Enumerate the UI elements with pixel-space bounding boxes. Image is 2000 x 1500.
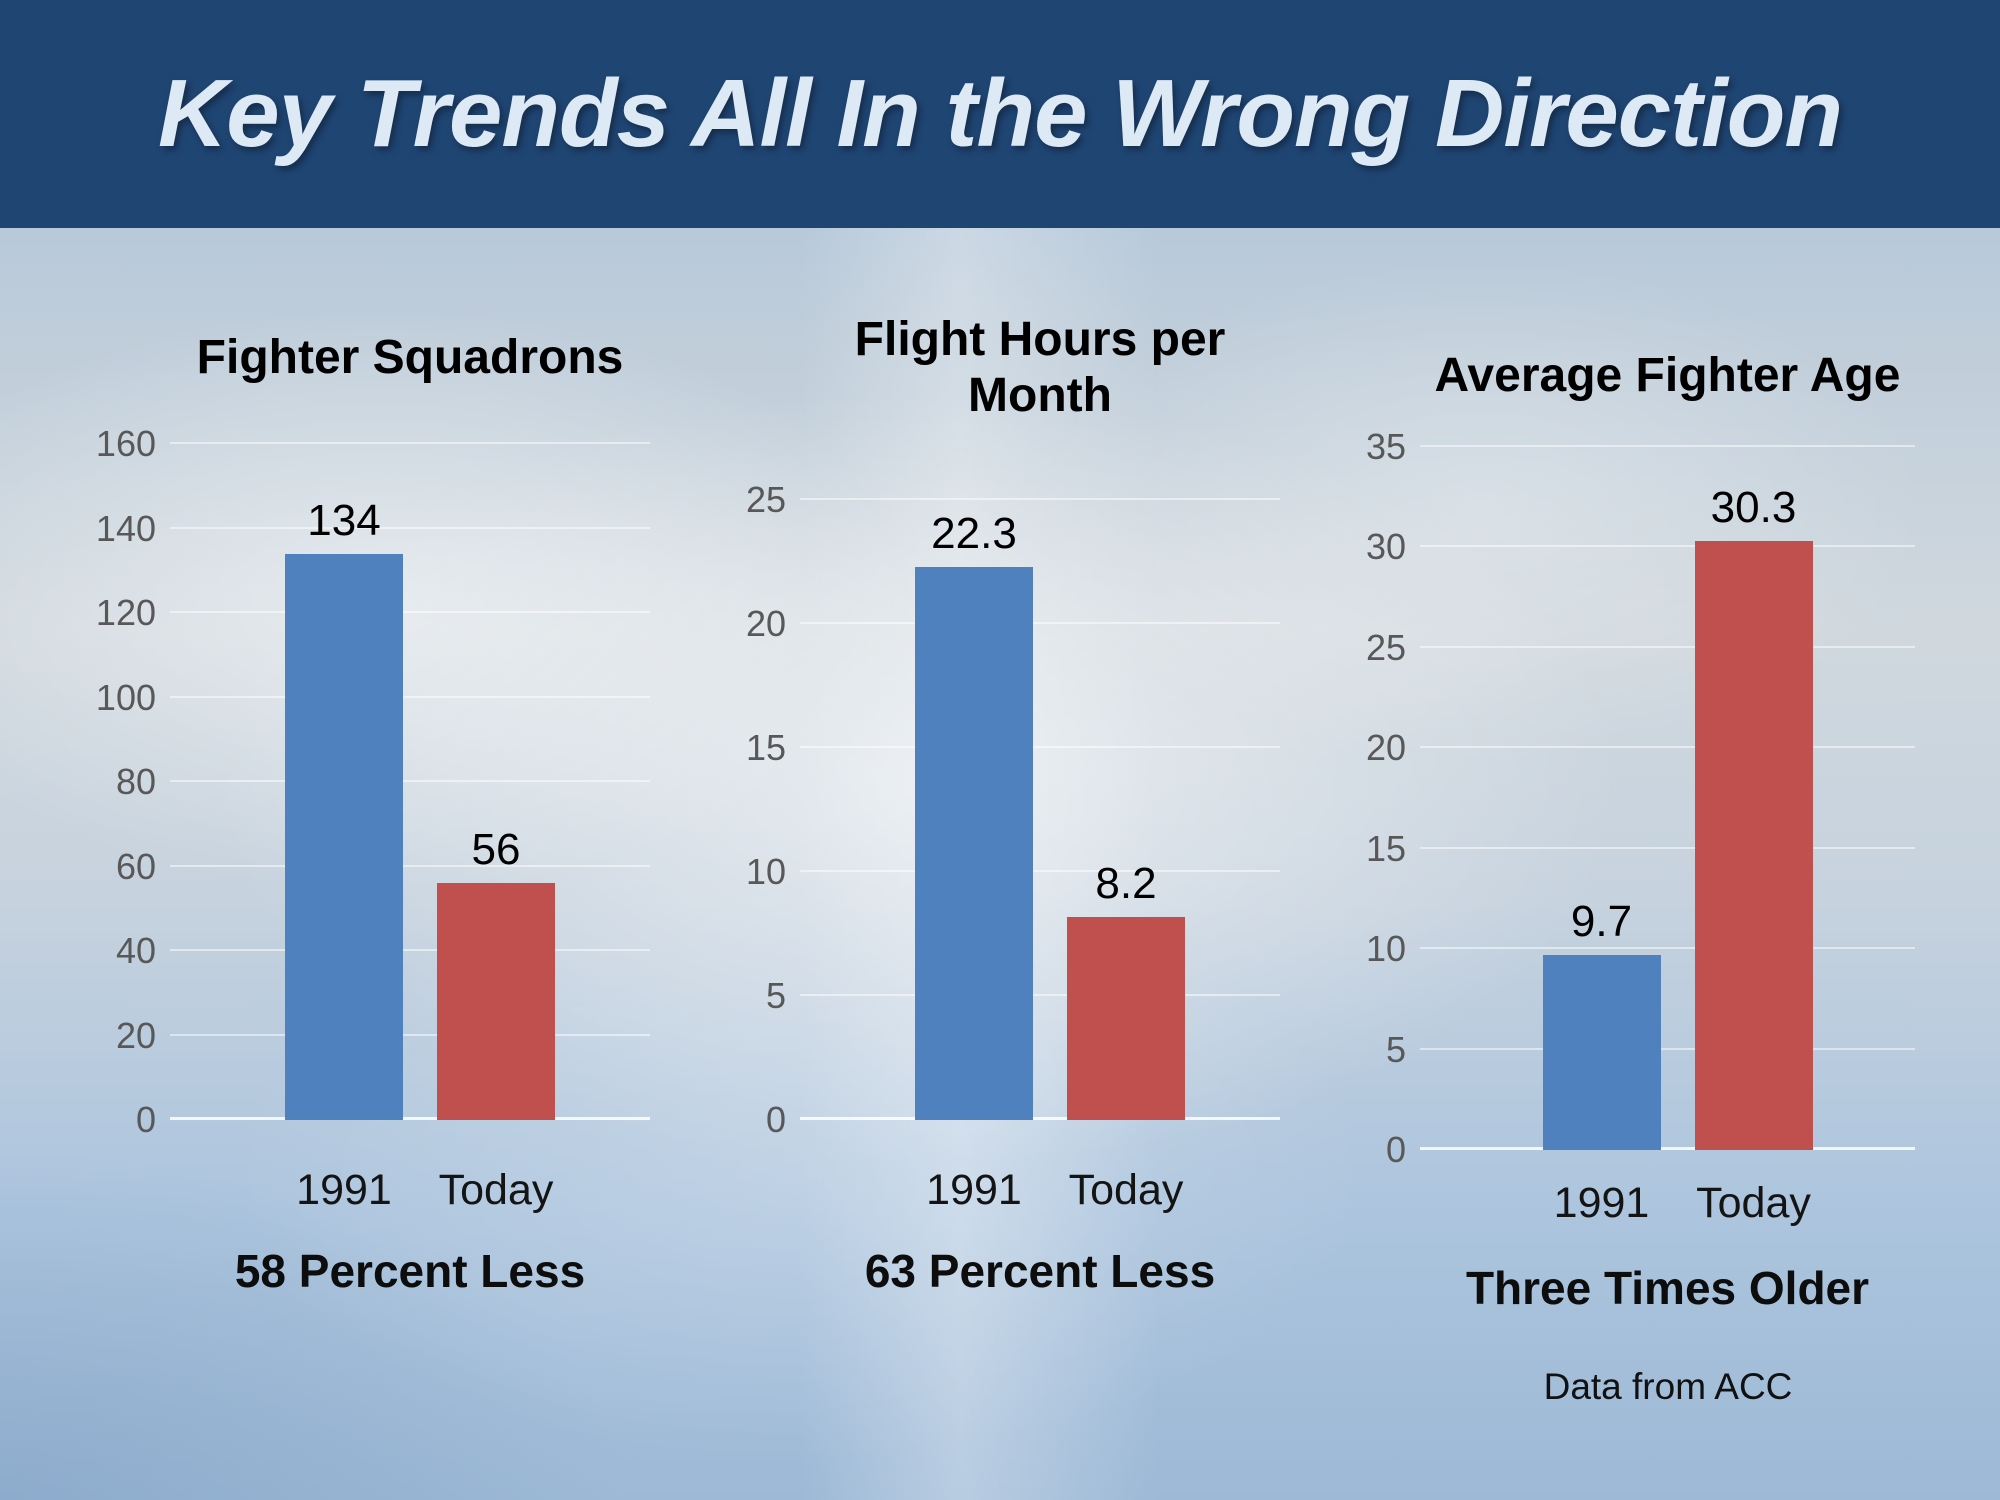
gridline: [170, 1033, 650, 1036]
chart-body: 160 140 120 100 80 60 40 20 0 134 56: [70, 426, 650, 1138]
y-tick-label: 30: [1365, 526, 1406, 568]
gridline: [1420, 645, 1915, 648]
y-tick-label: 140: [95, 507, 156, 549]
plot-area: 9.7 30.3: [1420, 445, 1915, 1150]
x-axis-labels: 1991 Today: [800, 1165, 1280, 1215]
axis-baseline: [170, 1117, 650, 1120]
y-tick-label: 25: [1365, 626, 1406, 668]
x-label-today: Today: [1696, 1179, 1811, 1227]
bar-group: 9.7 30.3: [1420, 447, 1915, 1150]
gridline: [800, 870, 1280, 872]
gridline: [1420, 746, 1915, 749]
gridline: [1420, 545, 1915, 548]
y-axis: 35 30 25 20 15 10 5 0: [1320, 429, 1420, 1168]
bar-value-1991: 9.7: [1570, 897, 1633, 947]
x-label-1991: 1991: [296, 1166, 392, 1214]
y-tick-label: 120: [95, 592, 156, 633]
gridline: [800, 622, 1280, 624]
axis-baseline: [800, 1117, 1280, 1120]
gridline: [170, 611, 650, 613]
chart-fighter-squadrons: Fighter Squadrons 160 140 120 100 80 60 40 20 0 …: [70, 330, 650, 1297]
plot-area: 22.3 8.2: [800, 498, 1280, 1120]
gridline: [170, 442, 650, 444]
bar-column-today: 56: [437, 444, 555, 1120]
y-tick-label: 5: [1385, 1028, 1406, 1070]
y-tick-label: 20: [745, 603, 786, 644]
y-tick-label: 0: [1385, 1129, 1406, 1170]
y-tick-label: 15: [1365, 827, 1406, 869]
bar-column-today: 8.2: [1067, 500, 1185, 1120]
y-tick-label: 80: [115, 761, 156, 802]
y-axis: 160 140 120 100 80 60 40 20 0: [70, 426, 170, 1138]
bar-1991: [285, 553, 403, 1120]
chart-body: 35 30 25 20 15 10 5 0 9.7 30.3: [1320, 429, 1915, 1168]
bar-today: [1067, 916, 1185, 1120]
y-tick-label: 60: [115, 845, 156, 887]
bar-value-today: 56: [471, 825, 521, 875]
bar-column-1991: 22.3: [915, 500, 1033, 1120]
y-tick-label: 5: [765, 975, 786, 1016]
x-label-today: Today: [1068, 1166, 1184, 1214]
gridline: [1420, 846, 1915, 849]
y-tick-label: 10: [745, 851, 786, 892]
bar-column-1991: 9.7: [1542, 447, 1661, 1150]
y-tick-label: 100: [95, 676, 156, 718]
bar-value-1991: 22.3: [931, 508, 1017, 558]
bar-today: [1694, 541, 1813, 1150]
gridline: [1420, 445, 1915, 447]
gridline: [170, 780, 650, 782]
y-tick-label: 20: [115, 1014, 156, 1056]
y-tick-label: 15: [745, 727, 786, 768]
y-tick-label: 25: [745, 479, 786, 520]
gridline: [170, 526, 650, 529]
footer-note: Data from ACC: [1543, 1366, 1793, 1407]
chart-title: Fighter Squadrons: [196, 331, 624, 384]
chart-average-fighter-age: Average Fighter Age 35 30 25 20 15 10 5 0 9.7 3…: [1320, 348, 1915, 1314]
y-tick-label: 0: [135, 1099, 156, 1140]
y-tick-label: 20: [1365, 727, 1406, 769]
bar-value-today: 30.3: [1710, 483, 1797, 533]
chart-title: Average Fighter Age: [1434, 349, 1901, 402]
gridline: [800, 994, 1280, 996]
bar-column-today: 30.3: [1694, 447, 1813, 1150]
gridline: [170, 695, 650, 698]
x-label-today: Today: [438, 1166, 554, 1214]
bar-1991: [915, 566, 1033, 1120]
gridline: [1420, 1047, 1915, 1050]
x-axis-labels: 1991 Today: [1420, 1178, 1915, 1228]
gridline: [170, 864, 650, 867]
y-tick-label: 10: [1365, 928, 1406, 970]
bar-value-today: 8.2: [1095, 858, 1157, 908]
x-label-1991: 1991: [1553, 1179, 1650, 1227]
bar-today: [437, 883, 555, 1120]
chart-body: 25 20 15 10 5 0 22.3 8.2: [700, 482, 1280, 1138]
axis-baseline: [1420, 1147, 1915, 1150]
chart-flight-hours: Flight Hours per Month 25 20 15 10 5 0 22.3 8…: [700, 312, 1280, 1297]
bar-column-1991: 134: [285, 444, 403, 1120]
x-label-1991: 1991: [926, 1166, 1022, 1214]
gridline: [170, 949, 650, 951]
y-tick-label: 40: [115, 930, 156, 971]
bar-group: 22.3 8.2: [800, 500, 1280, 1120]
bar-1991: [1542, 955, 1661, 1150]
gridline: [800, 746, 1280, 748]
plot-area: 134 56: [170, 442, 650, 1120]
x-axis-labels: 1991 Today: [170, 1165, 650, 1215]
chart-caption: 58 Percent Less: [234, 1245, 586, 1297]
bar-group: 134 56: [170, 444, 650, 1120]
y-tick-label: 0: [765, 1099, 786, 1140]
y-tick-label: 35: [1365, 426, 1406, 467]
gridline: [800, 498, 1280, 500]
y-axis: 25 20 15 10 5 0: [700, 482, 800, 1138]
chart-caption: Three Times Older: [1465, 1262, 1870, 1314]
title-banner: Key Trends All In the Wrong Direction: [0, 0, 2000, 228]
gridline: [1420, 947, 1915, 950]
chart-title: Flight Hours per Month: [854, 313, 1226, 422]
bar-value-1991: 134: [307, 495, 381, 545]
slide-title: Key Trends All In the Wrong Direction: [157, 60, 1843, 167]
y-tick-label: 160: [95, 423, 156, 464]
chart-caption: 63 Percent Less: [864, 1245, 1216, 1297]
